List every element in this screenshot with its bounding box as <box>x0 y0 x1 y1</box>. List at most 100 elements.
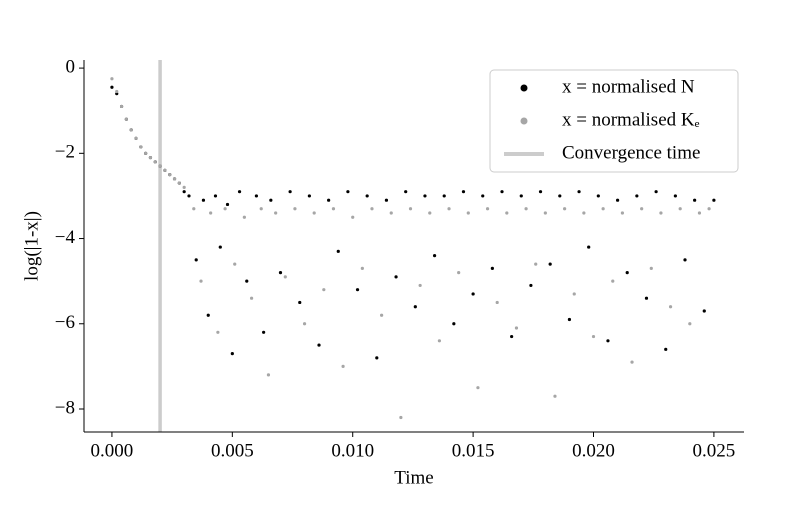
data-point <box>534 262 538 266</box>
data-point <box>394 275 398 279</box>
data-point <box>404 190 408 194</box>
data-point <box>485 207 490 211</box>
data-point <box>129 128 133 132</box>
data-point <box>269 198 273 202</box>
data-point <box>500 190 504 194</box>
data-point <box>466 211 470 215</box>
data-point <box>163 168 167 172</box>
data-point <box>317 343 321 347</box>
data-point <box>355 288 360 292</box>
data-point <box>432 253 437 258</box>
data-point <box>293 207 297 211</box>
x-tick-label: 0.010 <box>331 440 374 461</box>
data-point <box>476 386 480 390</box>
data-point <box>110 77 114 81</box>
data-point <box>673 194 677 198</box>
data-point <box>543 211 547 215</box>
data-point <box>298 300 302 305</box>
data-point <box>148 155 153 160</box>
data-point <box>187 194 191 198</box>
data-point <box>283 275 287 279</box>
data-point <box>558 194 562 198</box>
data-point <box>177 181 181 185</box>
data-point <box>322 288 326 292</box>
data-point <box>201 198 206 202</box>
data-point <box>649 266 653 270</box>
data-point <box>384 198 389 202</box>
data-point <box>380 313 384 317</box>
legend-label: x = normalised Kₑ <box>562 109 700 130</box>
data-point <box>423 194 427 198</box>
data-point <box>237 190 242 194</box>
data-point <box>596 194 600 198</box>
data-point <box>259 207 263 211</box>
data-point <box>262 330 266 334</box>
data-point <box>312 211 316 215</box>
data-point <box>254 194 259 198</box>
data-point <box>134 136 138 141</box>
data-point <box>346 190 350 194</box>
data-point <box>172 177 177 181</box>
data-point <box>707 207 711 211</box>
data-point <box>278 271 283 275</box>
data-point <box>640 207 644 211</box>
data-point <box>615 198 620 202</box>
data-point <box>644 296 649 300</box>
data-point <box>495 300 499 305</box>
x-tick-label: 0.015 <box>452 440 495 461</box>
data-point <box>668 305 673 309</box>
data-point <box>194 258 198 262</box>
data-point <box>233 262 237 266</box>
data-point <box>510 334 514 339</box>
data-point <box>505 211 509 215</box>
data-point <box>182 190 186 194</box>
data-point <box>115 89 119 94</box>
data-point <box>331 207 336 211</box>
data-point <box>591 334 596 339</box>
data-point <box>389 211 393 215</box>
legend-marker <box>520 84 528 92</box>
data-point <box>225 202 230 207</box>
data-point <box>365 194 369 198</box>
y-tick-label: −4 <box>55 227 76 248</box>
data-point <box>199 279 203 283</box>
data-point <box>124 117 128 121</box>
data-point <box>139 145 143 149</box>
data-point <box>399 415 403 420</box>
data-point <box>182 185 186 190</box>
data-point <box>567 317 572 322</box>
data-point <box>611 279 615 283</box>
data-point <box>635 194 639 198</box>
data-point <box>630 360 634 364</box>
data-point <box>688 322 692 326</box>
data-point <box>461 190 466 194</box>
data-point <box>490 266 494 270</box>
data-point <box>447 207 451 211</box>
data-point <box>230 351 234 356</box>
data-point <box>620 211 625 215</box>
data-point <box>654 190 658 194</box>
data-point <box>712 198 716 202</box>
data-point <box>437 339 442 343</box>
data-point <box>683 258 687 262</box>
data-point <box>370 207 374 211</box>
legend-label: Convergence time <box>562 142 700 163</box>
data-point <box>302 322 307 326</box>
data-point <box>577 190 581 194</box>
data-point <box>245 279 249 283</box>
data-point <box>678 207 682 211</box>
data-point <box>351 215 355 219</box>
y-tick-label: 0 <box>66 56 76 77</box>
data-point <box>307 194 311 198</box>
data-point <box>218 245 222 249</box>
legend-box <box>489 69 739 173</box>
data-point <box>418 283 422 288</box>
data-point <box>659 211 663 215</box>
data-point <box>601 207 605 211</box>
data-point <box>213 194 218 198</box>
data-point <box>563 207 567 211</box>
data-point <box>327 198 331 202</box>
x-tick-label: 0.000 <box>91 440 134 461</box>
y-axis-label: log(|1-x|) <box>21 211 42 281</box>
